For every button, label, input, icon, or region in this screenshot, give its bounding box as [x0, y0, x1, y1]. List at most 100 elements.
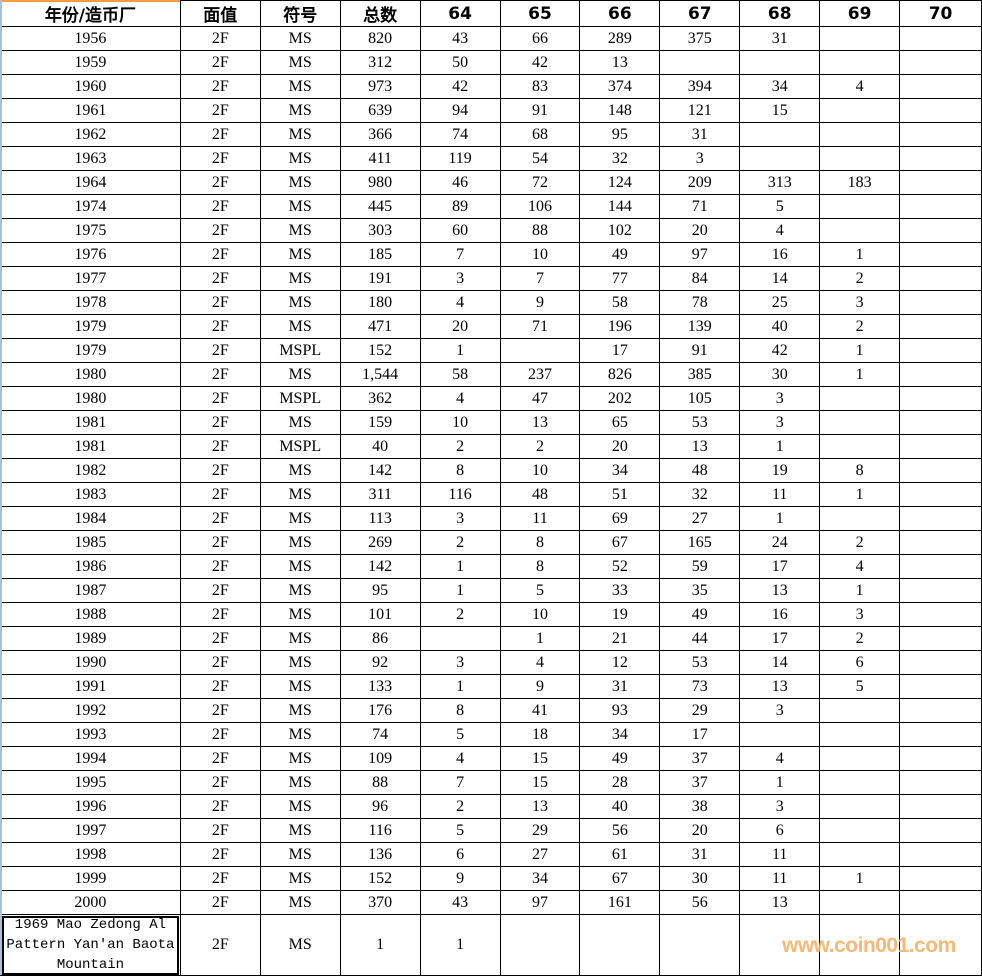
- table-cell[interactable]: 4: [739, 218, 821, 243]
- year-cell[interactable]: 1980: [0, 362, 181, 387]
- table-cell[interactable]: 5: [419, 818, 501, 843]
- table-cell[interactable]: [899, 434, 982, 459]
- table-cell[interactable]: [899, 170, 982, 195]
- table-cell[interactable]: 3: [419, 506, 501, 531]
- table-cell[interactable]: [899, 530, 982, 555]
- table-cell[interactable]: [899, 578, 982, 603]
- table-cell[interactable]: 2F: [179, 434, 261, 459]
- table-cell[interactable]: 2F: [179, 74, 261, 99]
- table-cell[interactable]: 139: [659, 314, 741, 339]
- table-cell[interactable]: 78: [659, 290, 741, 315]
- table-cell[interactable]: 973: [339, 74, 421, 99]
- table-cell[interactable]: [899, 914, 982, 976]
- table-cell[interactable]: [739, 50, 821, 75]
- table-cell[interactable]: 2F: [179, 770, 261, 795]
- table-cell[interactable]: 5: [819, 674, 901, 699]
- table-cell[interactable]: 445: [339, 194, 421, 219]
- table-cell[interactable]: 71: [499, 314, 581, 339]
- table-cell[interactable]: MS: [259, 554, 341, 579]
- table-cell[interactable]: 56: [659, 890, 741, 915]
- table-cell[interactable]: 13: [739, 578, 821, 603]
- table-cell[interactable]: [819, 434, 901, 459]
- table-cell[interactable]: [819, 842, 901, 867]
- table-cell[interactable]: 8: [499, 554, 581, 579]
- table-cell[interactable]: 2: [419, 794, 501, 819]
- table-cell[interactable]: 24: [739, 530, 821, 555]
- table-cell[interactable]: 49: [659, 602, 741, 627]
- table-cell[interactable]: [899, 266, 982, 291]
- table-cell[interactable]: 88: [499, 218, 581, 243]
- table-cell[interactable]: [499, 338, 581, 363]
- table-cell[interactable]: [819, 770, 901, 795]
- table-cell[interactable]: 4: [499, 650, 581, 675]
- table-cell[interactable]: 31: [739, 26, 821, 51]
- table-cell[interactable]: 639: [339, 98, 421, 123]
- table-cell[interactable]: [819, 218, 901, 243]
- table-cell[interactable]: 119: [419, 146, 501, 171]
- table-cell[interactable]: 2F: [179, 554, 261, 579]
- table-cell[interactable]: 3: [739, 794, 821, 819]
- table-cell[interactable]: 289: [579, 26, 661, 51]
- table-cell[interactable]: 11: [739, 482, 821, 507]
- table-cell[interactable]: [739, 122, 821, 147]
- table-cell[interactable]: [899, 890, 982, 915]
- table-cell[interactable]: 42: [419, 74, 501, 99]
- year-cell[interactable]: 1961: [0, 98, 181, 123]
- column-header[interactable]: 64: [419, 0, 501, 27]
- table-cell[interactable]: MS: [259, 98, 341, 123]
- table-cell[interactable]: 68: [499, 122, 581, 147]
- table-cell[interactable]: [899, 746, 982, 771]
- table-cell[interactable]: [819, 746, 901, 771]
- table-cell[interactable]: 9: [499, 674, 581, 699]
- year-cell[interactable]: 1993: [0, 722, 181, 747]
- table-cell[interactable]: [819, 914, 901, 976]
- table-cell[interactable]: 20: [579, 434, 661, 459]
- table-cell[interactable]: 7: [419, 770, 501, 795]
- table-cell[interactable]: 61: [579, 842, 661, 867]
- table-cell[interactable]: [819, 122, 901, 147]
- table-cell[interactable]: 20: [659, 818, 741, 843]
- table-cell[interactable]: [899, 722, 982, 747]
- table-cell[interactable]: 48: [499, 482, 581, 507]
- table-cell[interactable]: 20: [659, 218, 741, 243]
- table-cell[interactable]: 33: [579, 578, 661, 603]
- table-cell[interactable]: 93: [579, 698, 661, 723]
- year-cell[interactable]: 1962: [0, 122, 181, 147]
- table-cell[interactable]: 3: [739, 410, 821, 435]
- table-cell[interactable]: MS: [259, 818, 341, 843]
- table-cell[interactable]: 10: [419, 410, 501, 435]
- table-cell[interactable]: MSPL: [259, 338, 341, 363]
- table-cell[interactable]: 1: [339, 914, 421, 976]
- table-cell[interactable]: 86: [339, 626, 421, 651]
- table-cell[interactable]: [899, 74, 982, 99]
- table-cell[interactable]: 43: [419, 890, 501, 915]
- table-cell[interactable]: MS: [259, 578, 341, 603]
- table-cell[interactable]: 1: [819, 578, 901, 603]
- table-cell[interactable]: 97: [499, 890, 581, 915]
- table-cell[interactable]: 10: [499, 242, 581, 267]
- column-header[interactable]: 65: [499, 0, 581, 27]
- column-header[interactable]: 符号: [259, 0, 341, 27]
- table-cell[interactable]: MSPL: [259, 434, 341, 459]
- table-cell[interactable]: 49: [579, 746, 661, 771]
- year-cell[interactable]: 1987: [0, 578, 181, 603]
- table-cell[interactable]: MS: [259, 890, 341, 915]
- table-cell[interactable]: 14: [739, 650, 821, 675]
- table-cell[interactable]: MS: [259, 122, 341, 147]
- table-cell[interactable]: 16: [739, 602, 821, 627]
- table-cell[interactable]: MS: [259, 530, 341, 555]
- table-cell[interactable]: [899, 98, 982, 123]
- year-cell[interactable]: 1979: [0, 338, 181, 363]
- table-cell[interactable]: 311: [339, 482, 421, 507]
- table-cell[interactable]: 2F: [179, 266, 261, 291]
- table-cell[interactable]: 148: [579, 98, 661, 123]
- year-cell[interactable]: 1999: [0, 866, 181, 891]
- table-cell[interactable]: 17: [739, 626, 821, 651]
- column-header[interactable]: 70: [899, 0, 982, 27]
- table-cell[interactable]: 31: [579, 674, 661, 699]
- table-cell[interactable]: [819, 818, 901, 843]
- table-cell[interactable]: 2F: [179, 626, 261, 651]
- table-cell[interactable]: 394: [659, 74, 741, 99]
- table-cell[interactable]: MS: [259, 866, 341, 891]
- table-cell[interactable]: 52: [579, 554, 661, 579]
